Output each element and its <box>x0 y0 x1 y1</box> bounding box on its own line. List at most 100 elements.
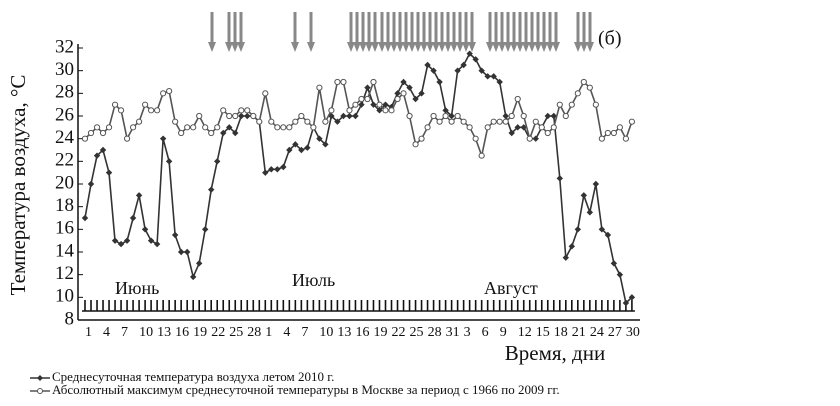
x-tick-label: 9 <box>500 325 507 340</box>
point <box>502 118 509 125</box>
point <box>171 231 179 239</box>
point <box>346 107 353 114</box>
point <box>544 112 551 120</box>
point <box>274 166 281 173</box>
point <box>262 169 269 176</box>
point <box>514 124 521 131</box>
point <box>184 124 191 131</box>
point <box>610 129 617 137</box>
arrow-head <box>208 42 216 52</box>
point <box>442 112 449 120</box>
point <box>538 124 545 131</box>
point <box>400 90 407 97</box>
arrow-head <box>504 42 512 52</box>
arrow-head <box>426 42 434 52</box>
point <box>406 112 413 120</box>
point <box>562 112 569 120</box>
point <box>226 124 233 131</box>
point <box>406 84 413 91</box>
point <box>232 129 239 137</box>
point <box>364 84 371 91</box>
point <box>153 240 161 248</box>
y-tick-label: 16 <box>55 218 74 239</box>
point <box>166 87 173 95</box>
point <box>183 248 191 256</box>
arrow-head <box>456 42 464 52</box>
point <box>262 90 269 97</box>
point <box>394 90 401 97</box>
arrow-head <box>408 42 416 52</box>
point <box>532 118 539 125</box>
point <box>532 135 539 142</box>
point <box>592 101 599 108</box>
x-tick-label: 4 <box>283 325 290 340</box>
x-tick-label: 13 <box>157 325 171 340</box>
point <box>466 50 473 57</box>
arrow-head <box>468 42 476 52</box>
point <box>238 112 245 120</box>
point <box>346 112 353 120</box>
y-tick-label: 22 <box>55 150 74 171</box>
y-tick-label: 24 <box>55 127 75 148</box>
point <box>142 101 149 108</box>
y-tick-label: 14 <box>55 240 75 261</box>
point <box>562 254 569 261</box>
point <box>190 124 197 131</box>
x-tick-label: 3 <box>464 325 471 340</box>
point <box>256 118 263 125</box>
x-tick-label: 7 <box>121 325 128 340</box>
point <box>400 78 407 86</box>
point <box>628 118 636 125</box>
point <box>250 112 257 120</box>
point <box>232 112 239 120</box>
point <box>334 118 341 125</box>
point <box>526 135 533 142</box>
point <box>81 135 89 142</box>
arrow-head <box>291 42 299 52</box>
arrow-head <box>462 42 470 52</box>
annotation: (б) <box>598 28 622 50</box>
point <box>586 209 594 216</box>
x-tick-label: 6 <box>482 325 489 340</box>
arrow-head <box>534 42 542 52</box>
point <box>628 294 636 301</box>
arrow-head <box>516 42 524 52</box>
point <box>220 129 227 137</box>
y-tick-label: 30 <box>55 59 74 80</box>
point <box>574 90 581 97</box>
point <box>178 129 185 137</box>
point <box>93 124 101 131</box>
x-tick-label: 16 <box>175 325 189 340</box>
point <box>358 101 365 108</box>
y-tick-label: 26 <box>55 104 74 125</box>
point <box>117 240 125 248</box>
point <box>490 73 497 80</box>
point <box>214 124 221 131</box>
arrow-head <box>231 42 239 52</box>
x-tick-label: 25 <box>410 325 424 340</box>
point <box>286 124 293 131</box>
point <box>424 124 431 131</box>
y-tick-label: 18 <box>55 195 74 216</box>
point <box>484 124 491 131</box>
x-tick-label: 28 <box>428 325 442 340</box>
point <box>598 135 605 142</box>
point <box>568 101 575 108</box>
arrow-head <box>552 42 560 52</box>
point <box>147 237 155 244</box>
x-tick-label: 7 <box>301 325 308 340</box>
point <box>87 180 95 188</box>
x-tick-label: 4 <box>103 325 110 340</box>
point <box>316 135 323 142</box>
point <box>448 118 455 125</box>
point <box>418 90 425 97</box>
point <box>388 107 395 114</box>
point <box>436 78 443 86</box>
point <box>81 214 89 222</box>
x-tick-label: 27 <box>608 325 622 340</box>
point <box>298 146 305 154</box>
point <box>123 237 131 244</box>
point <box>274 124 281 131</box>
x-tick-label: 10 <box>319 325 333 340</box>
